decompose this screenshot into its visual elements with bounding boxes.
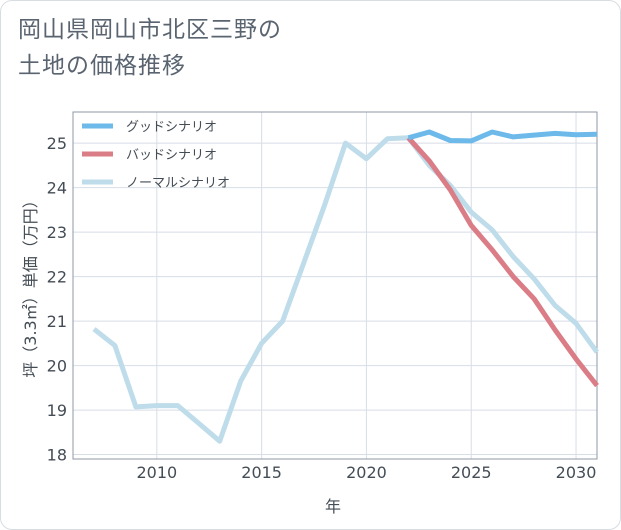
y-tick-label: 19 (47, 401, 67, 420)
legend-label: ノーマルシナリオ (126, 176, 230, 191)
legend-label: グッドシナリオ (126, 120, 217, 135)
axes: 18 19 20 21 22 23 24 25 2010 2015 2020 2025 2030 (47, 111, 598, 482)
x-tick-label: 2025 (451, 463, 492, 482)
title-line-2: 土地の価格推移 (18, 53, 186, 79)
series-line-2 (406, 136, 599, 388)
y-tick-label: 24 (47, 179, 67, 198)
series-lines (92, 129, 600, 444)
y-tick-label: 20 (47, 357, 67, 376)
plot-frame (72, 111, 598, 460)
x-axis-label: 年 (325, 497, 341, 516)
series-line-1 (407, 129, 598, 144)
x-tick-label: 2030 (556, 463, 597, 482)
chart-title: 岡山県岡山市北区三野の 土地の価格推移 (18, 12, 578, 84)
x-tick-label: 2015 (241, 463, 282, 482)
x-tick-label: 2010 (136, 463, 177, 482)
y-tick-label: 21 (47, 312, 67, 331)
y-tick-label: 23 (47, 223, 67, 242)
legend-label: バッドシナリオ (126, 148, 217, 163)
title-line-1: 岡山県岡山市北区三野の (18, 17, 282, 43)
x-tick-label: 2020 (346, 463, 387, 482)
grid-lines (73, 112, 597, 459)
series-line-3 (92, 135, 600, 444)
y-axis-label: 坪（3.3㎡）単価（万円） (21, 192, 40, 377)
y-tick-label: 18 (47, 446, 67, 465)
y-tick-label: 25 (47, 134, 67, 153)
y-tick-label: 22 (47, 268, 67, 287)
